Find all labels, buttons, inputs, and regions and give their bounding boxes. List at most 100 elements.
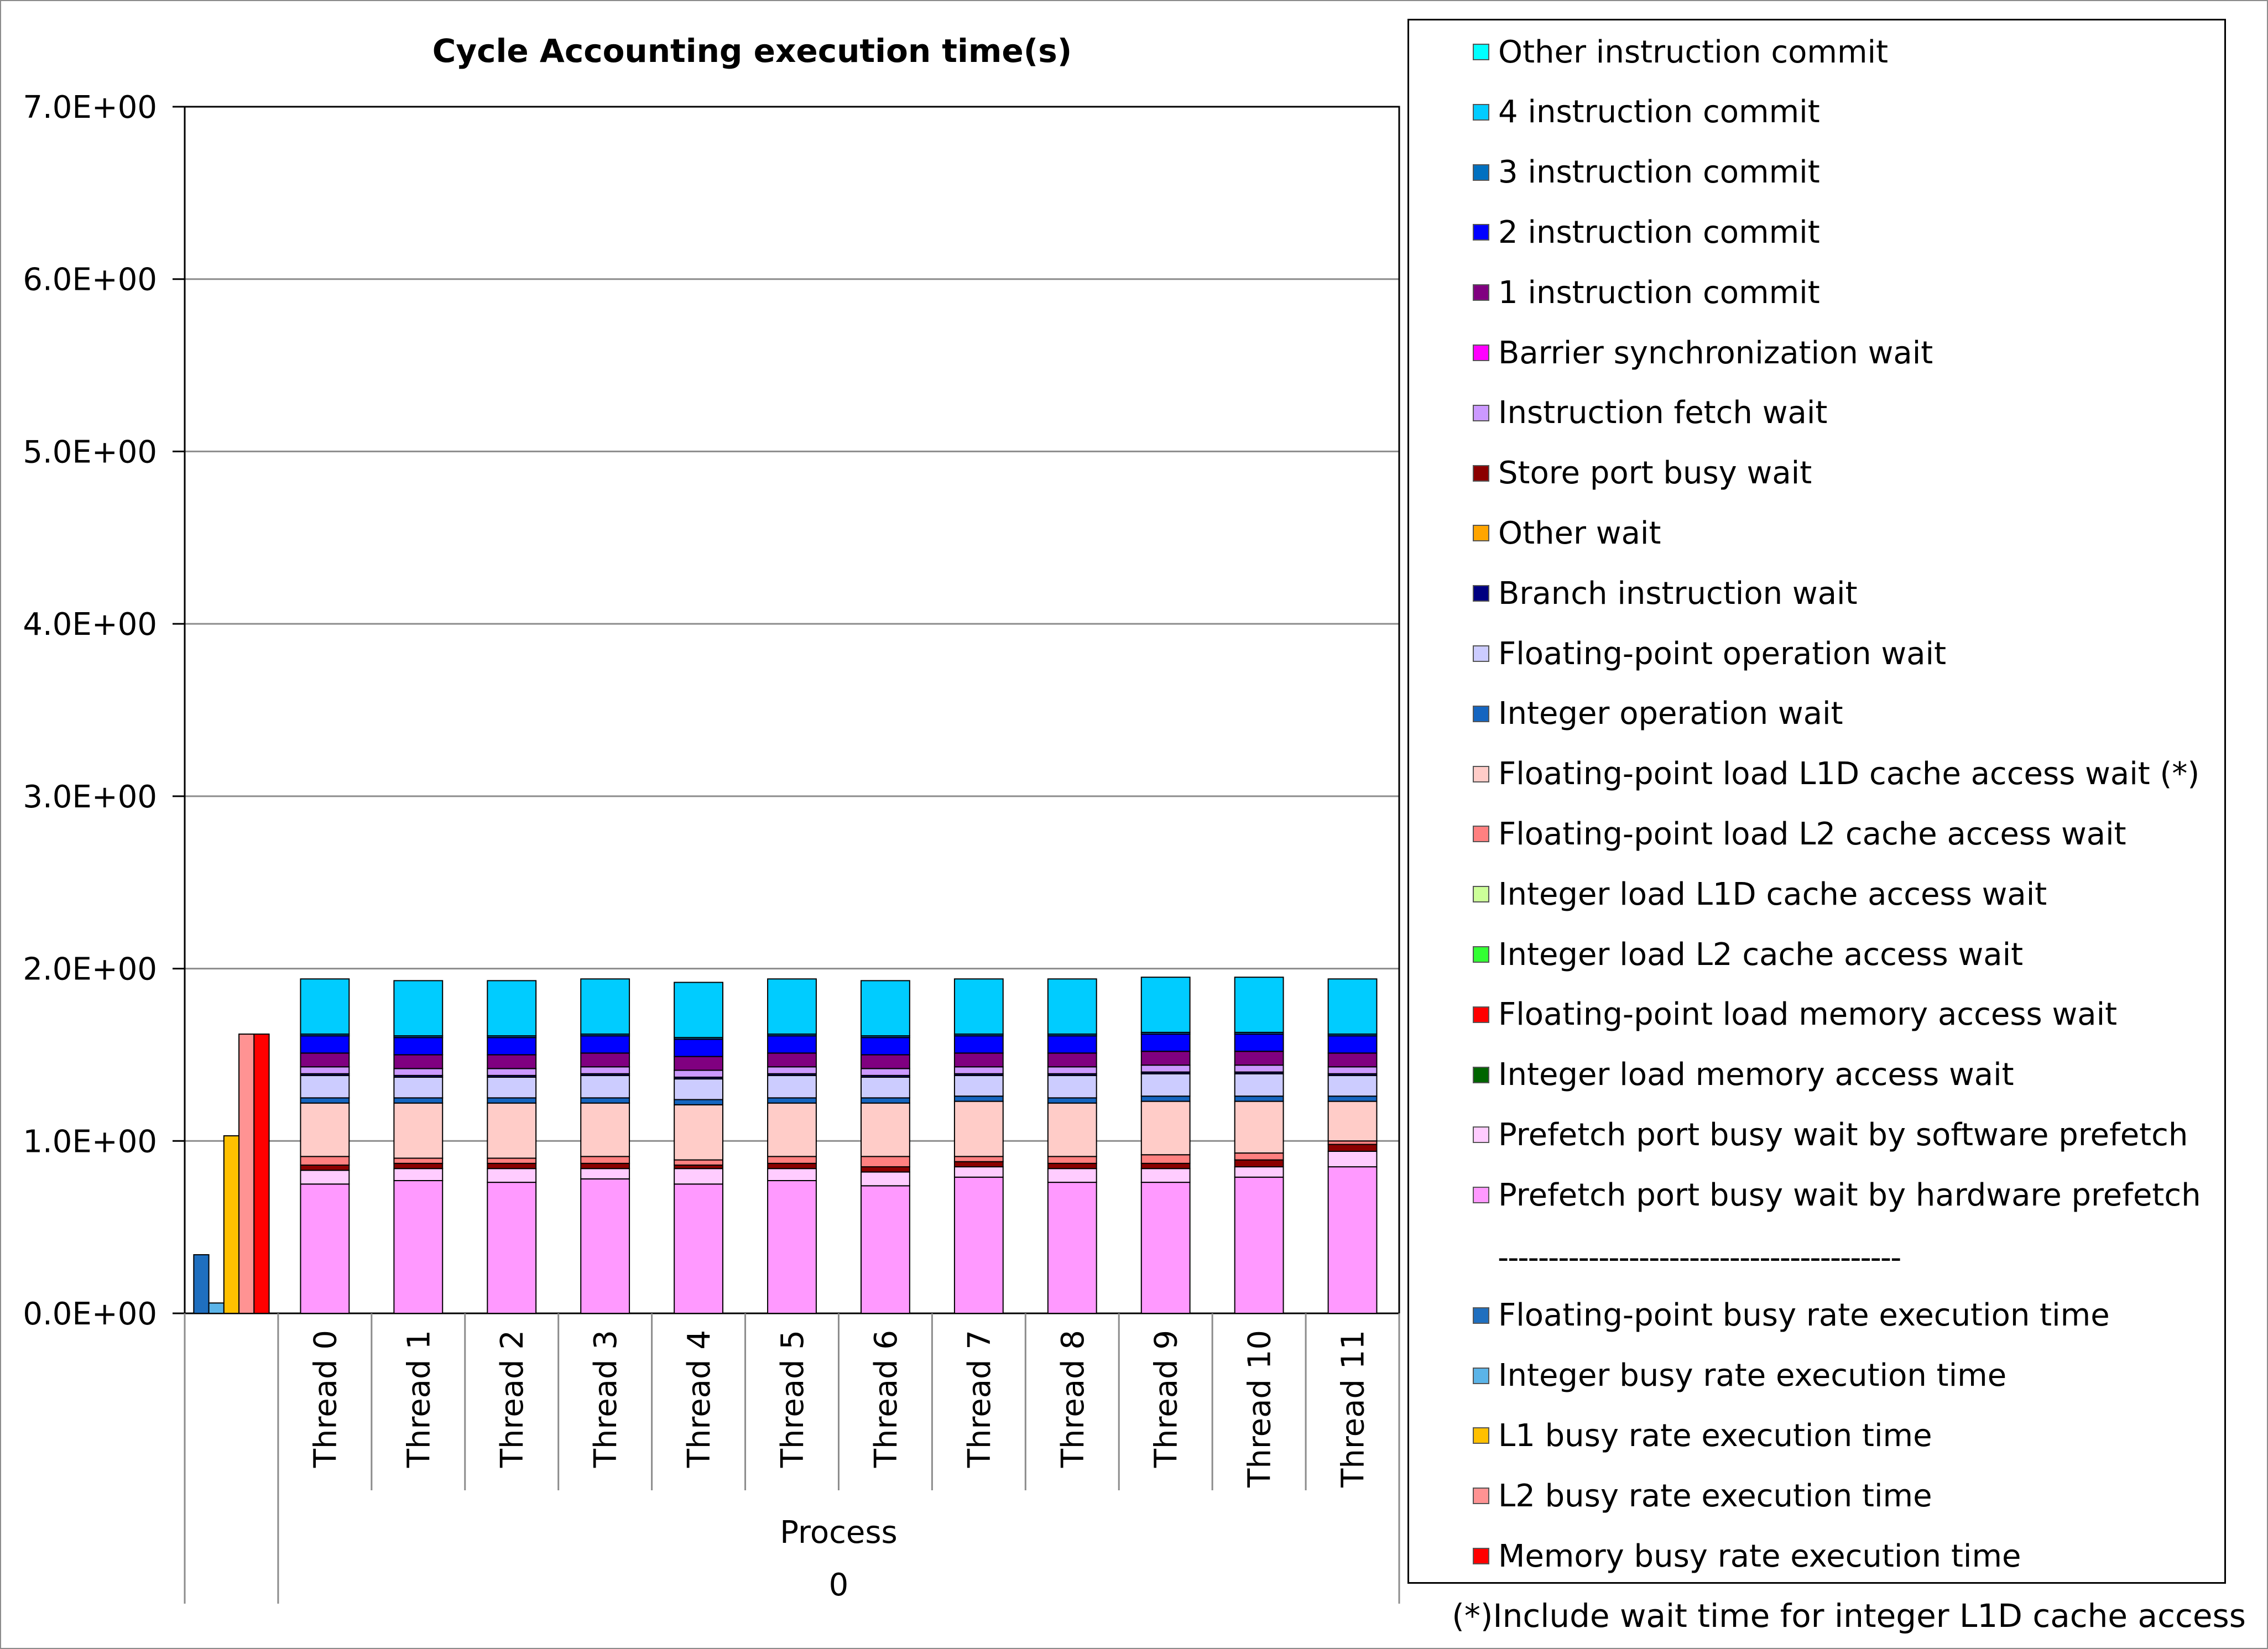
- legend-swatch: [1473, 826, 1489, 843]
- stack-segment: [953, 1156, 1004, 1162]
- x-tick-label: Thread 0: [307, 1330, 343, 1468]
- stack-segment: [1234, 1095, 1284, 1102]
- stack-segment: [953, 1066, 1004, 1074]
- stack-segment: [1140, 1073, 1191, 1097]
- x-tick-label: Thread 10: [1242, 1330, 1278, 1488]
- legend-swatch: [1473, 1066, 1489, 1083]
- stack-segment: [300, 1164, 350, 1171]
- stack-segment: [1047, 1097, 1097, 1104]
- busy-bar: [238, 1034, 255, 1314]
- legend-item: Prefetch port busy wait by hardware pref…: [1473, 1177, 2201, 1213]
- x-tick-label: Thread 1: [401, 1330, 437, 1468]
- stack-segment: [953, 1035, 1004, 1054]
- legend-label: 3 instruction commit: [1498, 154, 1820, 191]
- chart-title: Cycle Accounting execution time(s): [432, 32, 1072, 70]
- legend-item: Integer operation wait: [1473, 696, 1843, 732]
- busy-bar: [253, 1034, 270, 1314]
- stack-segment: [393, 1162, 444, 1170]
- y-tick-label: 1.0E+00: [23, 1124, 157, 1160]
- stack-segment: [487, 1162, 537, 1170]
- stack-segment: [300, 1066, 350, 1074]
- stack-segment: [487, 1054, 537, 1069]
- legend-label: Other wait: [1498, 515, 1661, 551]
- stack-segment: [674, 982, 723, 1039]
- legend-swatch: [1473, 1126, 1489, 1144]
- x-tick-label: Thread 4: [681, 1330, 717, 1468]
- y-tick-label: 3.0E+00: [23, 779, 157, 815]
- stack-segment: [300, 978, 350, 1035]
- stack-segment: [1234, 1100, 1284, 1154]
- stack-segment: [861, 1076, 910, 1099]
- legend-item: L1 busy rate execution time: [1473, 1418, 1932, 1454]
- legend-swatch: [1473, 164, 1489, 181]
- stack-segment: [674, 1078, 723, 1100]
- legend-item: 2 instruction commit: [1473, 215, 1820, 251]
- stack-segment: [674, 1104, 723, 1161]
- stack-segment: [1234, 1073, 1284, 1097]
- stack-segment: [767, 1066, 817, 1074]
- legend-swatch: [1473, 1367, 1489, 1384]
- legend-item: 4 instruction commit: [1473, 94, 1820, 131]
- stack-segment: [300, 1074, 350, 1099]
- stack-segment: [1047, 1035, 1097, 1054]
- stack-segment: [300, 1170, 350, 1185]
- stack-segment: [674, 1069, 723, 1078]
- stack-segment: [487, 1037, 537, 1056]
- stack-segment: [487, 1102, 537, 1159]
- stack-segment: [580, 1097, 630, 1104]
- stack-segment: [1140, 1051, 1191, 1066]
- stack-segment: [1047, 1074, 1097, 1099]
- stack-segment: [580, 1102, 630, 1157]
- stack-segment: [1327, 1074, 1378, 1097]
- legend-item: Other wait: [1473, 515, 1661, 551]
- chart-plot: Cycle Accounting execution time(s) 0.0E+0…: [23, 32, 1400, 1604]
- x-tick-label: Thread 2: [494, 1330, 530, 1468]
- stack-segment: [1327, 1144, 1378, 1152]
- legend-swatch: [1473, 345, 1489, 361]
- stack-segment: [1327, 1166, 1378, 1314]
- stack-segment: [861, 1037, 910, 1056]
- stack-segment: [674, 1168, 723, 1185]
- stack-segment: [393, 1102, 444, 1159]
- legend-swatch: [1473, 404, 1489, 421]
- legend-label: 1 instruction commit: [1498, 274, 1820, 311]
- stack-segment: [861, 1156, 910, 1168]
- stack-segment: [393, 1157, 444, 1164]
- stack-segment: [487, 1157, 537, 1164]
- stack-segment: [300, 1035, 350, 1054]
- legend-swatch: [1473, 103, 1489, 121]
- stack-segment: [1327, 1052, 1378, 1068]
- legend-label: Barrier synchronization wait: [1498, 335, 1933, 371]
- stack-segment: [1327, 1035, 1378, 1054]
- legend-item: Prefetch port busy wait by software pref…: [1473, 1117, 2188, 1153]
- stack-segment: [1234, 977, 1284, 1033]
- legend-label: Integer load memory access wait: [1498, 1057, 2014, 1093]
- chart-footnote: (*)Include wait time for integer L1D cac…: [1452, 1597, 2246, 1635]
- stack-segment: [861, 1054, 910, 1069]
- stack-segment: [487, 1182, 537, 1314]
- stack-segment: [300, 1102, 350, 1157]
- x-axis-title: Process: [780, 1515, 897, 1551]
- stack-segment: [861, 1068, 910, 1076]
- legend-swatch: [1473, 1488, 1489, 1505]
- stack-segment: [861, 1171, 910, 1187]
- stack-segment: [767, 1097, 817, 1104]
- stack-segment: [861, 1185, 910, 1314]
- stack-segment: [1234, 1034, 1284, 1052]
- legend-item: Integer busy rate execution time: [1473, 1358, 2006, 1394]
- stack-segment: [487, 1068, 537, 1076]
- legend-label: 4 instruction commit: [1498, 94, 1820, 131]
- chart-legend: Other instruction commit 4 instruction co…: [1407, 19, 2226, 1584]
- stack-segment: [1234, 1064, 1284, 1073]
- y-tick-label: 6.0E+00: [23, 262, 157, 298]
- legend-item: Instruction fetch wait: [1473, 395, 1827, 431]
- stack-segment: [1140, 977, 1191, 1033]
- stack-segment: [300, 1052, 350, 1068]
- busy-bar: [223, 1135, 240, 1314]
- stack-segment: [953, 1052, 1004, 1068]
- stack-segment: [861, 980, 910, 1037]
- legend-label: Memory busy rate execution time: [1498, 1538, 2021, 1574]
- legend-label: Integer load L2 cache access wait: [1498, 936, 2024, 973]
- legend-label: Floating-point operation wait: [1498, 635, 1947, 672]
- legend-swatch: [1473, 284, 1489, 301]
